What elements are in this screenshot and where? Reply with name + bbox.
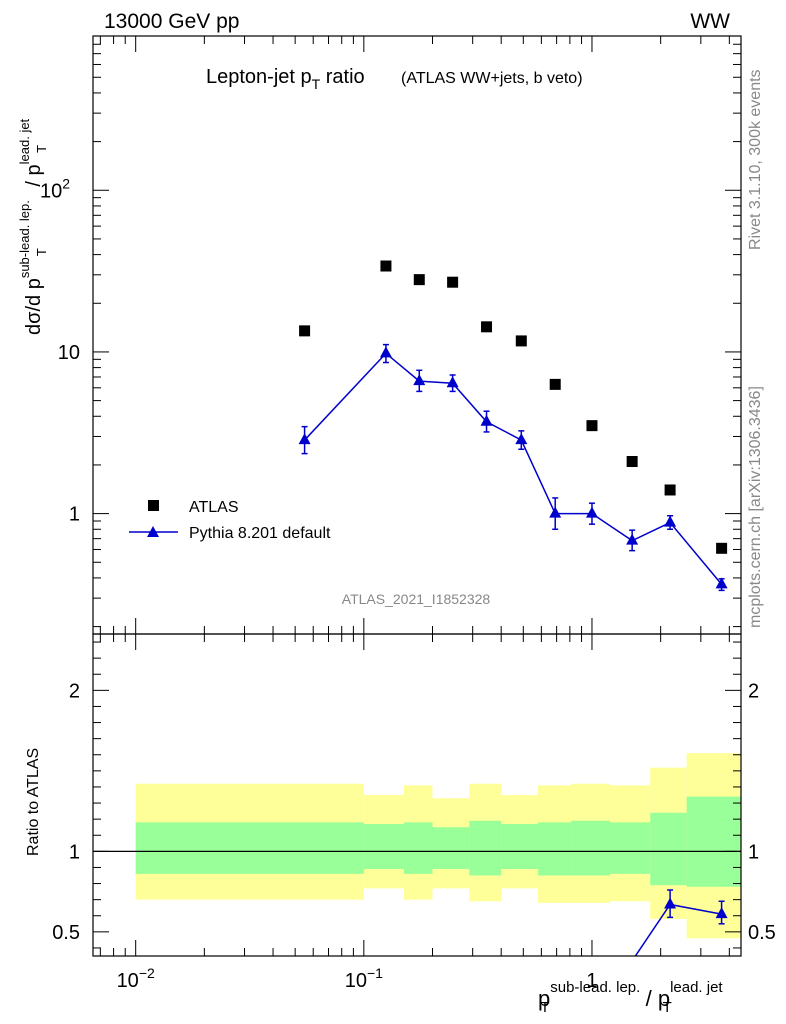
ratio-band-inner (363, 823, 405, 870)
main-y-label-a-sup: sub-lead. lep. (17, 200, 32, 278)
ratio-band-inner (432, 827, 470, 870)
atlas-point (413, 274, 425, 286)
pythia-point (413, 374, 426, 386)
main-frame (92, 35, 742, 635)
pythia-point (549, 506, 562, 518)
pythia-point (446, 376, 459, 388)
mcplots-label: mcplots.cern.ch [arXiv:1306.3436] (747, 386, 764, 628)
title-main: Lepton-jet p (206, 66, 312, 88)
legend-marker-atlas (148, 500, 159, 511)
ratio-series-layer (634, 889, 728, 956)
legend: ATLAS Pythia 8.201 default (129, 499, 331, 542)
pythia-point (626, 533, 639, 545)
ratio-pythia-point (664, 897, 677, 909)
legend-marker-pythia (147, 526, 159, 537)
pythia-point (664, 515, 677, 527)
watermark: ATLAS_2021_I1852328 (342, 591, 491, 607)
pythia-point (585, 506, 598, 518)
x-tick-label: 1 (586, 970, 597, 992)
y-tick-label-ratio-right: 2 (748, 680, 759, 702)
y-tick-label-ratio-left: 2 (69, 680, 80, 702)
x-label-a-sup: sub-lead. lep. (550, 979, 640, 996)
y-tick-label-ratio-left: 0.5 (52, 922, 80, 944)
x-label-a-sub: T (540, 999, 549, 1016)
atlas-point (380, 260, 392, 272)
atlas-point (299, 325, 311, 337)
main-y-label-b-sup: lead. jet (17, 118, 32, 164)
pythia-point (515, 433, 528, 445)
legend-label-atlas: ATLAS (189, 499, 239, 516)
atlas-point (664, 484, 676, 496)
x-label-b-sub: T (663, 999, 672, 1016)
ratio-band-inner (610, 822, 651, 874)
atlas-point (716, 542, 728, 554)
ratio-frame (92, 633, 742, 957)
main-axis-ticks: 1 10 102 (40, 35, 741, 634)
title-sub: T (312, 76, 321, 92)
title-paren: (ATLAS WW+jets, b veto) (401, 70, 583, 87)
x-label-b-sup: lead. jet (670, 979, 723, 996)
main-y-label-b-sub: T (34, 145, 49, 153)
y-tick-label-ratio-right: 0.5 (748, 922, 776, 944)
y-tick-label-ratio-right: 1 (748, 841, 759, 863)
ratio-band-inner (686, 796, 741, 887)
rivet-label: Rivet 3.1.10, 300k events (747, 69, 764, 250)
ratio-y-label: Ratio to ATLAS (25, 748, 42, 856)
x-label-a: p (538, 986, 550, 1011)
pythia-line (304, 352, 723, 585)
main-y-label-b: / p (23, 164, 45, 192)
y-tick-label-main: 102 (40, 175, 70, 202)
x-tick-label: 10−1 (345, 965, 383, 992)
pythia-point (480, 414, 493, 426)
title-tail: ratio (320, 66, 364, 88)
x-axis-label: psub-lead. lep. T / plead. jet T (538, 979, 723, 1016)
ratio-band-inner (404, 822, 433, 874)
ratio-band-inner (469, 820, 502, 876)
ratio-band-inner (650, 812, 687, 886)
atlas-point (626, 456, 638, 468)
x-tick-labels: 10−2 10−1 1 (117, 965, 598, 992)
main-series-layer (298, 260, 728, 592)
ratio-band-inner (501, 823, 539, 870)
main-title: Lepton-jet pT ratio (206, 66, 365, 92)
atlas-point (481, 321, 493, 333)
ratio-pythia-line (634, 903, 722, 956)
ratio-band-inner (571, 820, 611, 876)
main-y-label: dσ/d psub-lead. lep. T / plead. jet T (17, 118, 49, 335)
atlas-point (549, 378, 561, 390)
y-tick-label-ratio-left: 1 (69, 841, 80, 863)
ratio-band-inner (135, 822, 364, 874)
atlas-point (515, 335, 527, 347)
y-tick-label-main: 1 (69, 504, 80, 526)
pythia-point (298, 433, 311, 445)
x-label-b: / p (639, 986, 670, 1011)
pythia-point (715, 577, 728, 589)
ratio-band-inner (538, 822, 572, 876)
ratio-panel: 0.5 0.5 1 1 2 2 Ratio to ATLAS (25, 633, 776, 957)
y-tick-label-main: 10 (58, 342, 80, 364)
ratio-pythia-point (715, 907, 728, 919)
ratio-bands-layer (135, 753, 741, 939)
legend-label-pythia: Pythia 8.201 default (189, 525, 331, 542)
main-y-label-a-sub: T (34, 248, 49, 256)
ratio-axis-ticks: 0.5 0.5 1 1 2 2 (52, 634, 776, 956)
atlas-point (586, 420, 598, 432)
header-left: 13000 GeV pp (104, 10, 239, 33)
header-right: WW (690, 10, 730, 33)
x-tick-label: 10−2 (117, 965, 155, 992)
atlas-point (447, 276, 459, 288)
pythia-point (379, 346, 392, 358)
main-y-label-a: dσ/d p (23, 278, 45, 335)
ratio-series-clip-group (634, 889, 728, 956)
